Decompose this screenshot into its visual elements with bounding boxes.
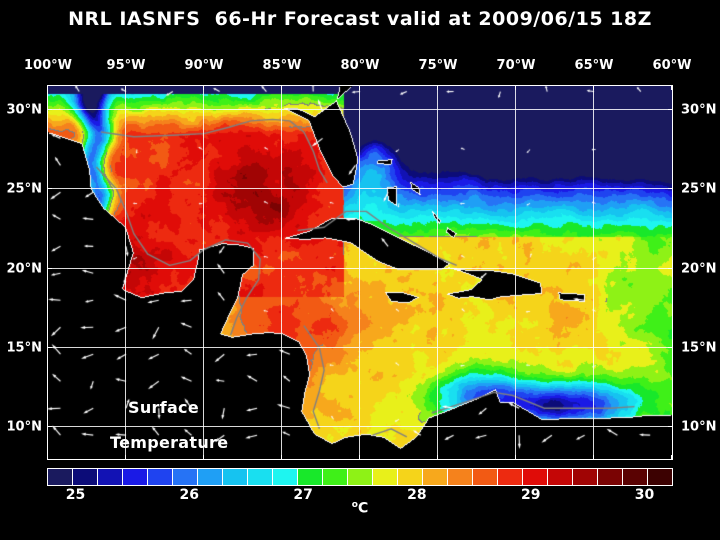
- lon-tick: [671, 455, 672, 459]
- lat-tick-label-left: 15°N: [6, 340, 42, 356]
- colorbar-swatch: [273, 469, 298, 485]
- colorbar-swatch: [548, 469, 573, 485]
- lon-tick: [593, 86, 594, 90]
- colorbar-swatch: [48, 469, 73, 485]
- lon-tick: [203, 86, 204, 90]
- colorbar-unit-label: oC: [351, 500, 369, 517]
- colorbar-tick-label: 25: [65, 487, 86, 503]
- colorbar-swatch: [573, 469, 598, 485]
- colorbar-tick-label: 30: [634, 487, 655, 503]
- colorbar-swatch: [173, 469, 198, 485]
- colorbar-swatch: [298, 469, 323, 485]
- lat-tick: [48, 267, 52, 269]
- page-title: NRL IASNFS 66-Hr Forecast valid at 2009/…: [68, 8, 652, 30]
- lat-tick-label-right: 15°N: [681, 340, 717, 356]
- lat-tick-label-right: 10°N: [681, 419, 717, 435]
- colorbar-swatch: [398, 469, 423, 485]
- colorbar-swatch: [423, 469, 448, 485]
- lon-tick-label: 90°W: [184, 58, 224, 73]
- lon-tick-label: 60°W: [652, 58, 692, 73]
- lon-tick-label: 75°W: [418, 58, 458, 73]
- lon-tick: [281, 86, 282, 90]
- colorbar-swatch: [523, 469, 548, 485]
- map-annotation: Temperature: [110, 433, 229, 452]
- colorbar-swatch: [373, 469, 398, 485]
- lat-tick: [668, 188, 672, 190]
- lon-tick: [359, 455, 360, 459]
- colorbar-swatch: [223, 469, 248, 485]
- lat-tick-label-left: 25°N: [6, 181, 42, 197]
- colorbar-swatch: [448, 469, 473, 485]
- colorbar-swatch: [198, 469, 223, 485]
- lon-tick: [515, 86, 516, 90]
- lon-tick: [125, 455, 126, 459]
- lat-tick-label-right: 25°N: [681, 181, 717, 197]
- lon-tick: [515, 455, 516, 459]
- colorbar-swatch: [148, 469, 173, 485]
- lat-tick: [48, 346, 52, 348]
- colorbar-swatch: [623, 469, 648, 485]
- sst-field-canvas: [48, 86, 672, 459]
- lat-tick: [48, 188, 52, 190]
- temperature-colorbar: [47, 468, 673, 486]
- lat-tick: [668, 267, 672, 269]
- lon-tick: [593, 455, 594, 459]
- colorbar-tick-label: 29: [520, 487, 541, 503]
- lon-tick-label: 70°W: [496, 58, 536, 73]
- lon-tick-label: 65°W: [574, 58, 614, 73]
- lon-tick-label: 80°W: [340, 58, 380, 73]
- lat-tick-label-right: 30°N: [681, 102, 717, 118]
- lon-tick-label: 100°W: [24, 58, 72, 73]
- lon-tick: [281, 455, 282, 459]
- lat-tick-label-left: 10°N: [6, 419, 42, 435]
- lon-tick: [359, 86, 360, 90]
- lat-tick: [668, 108, 672, 110]
- lon-tick: [437, 86, 438, 90]
- colorbar-tick-label: 28: [407, 487, 427, 503]
- lon-tick: [47, 455, 48, 459]
- lat-tick: [48, 426, 52, 428]
- colorbar-swatch: [73, 469, 98, 485]
- colorbar-tick-label: 26: [179, 487, 200, 503]
- colorbar-swatch: [323, 469, 348, 485]
- lat-tick: [668, 426, 672, 428]
- lon-tick: [437, 455, 438, 459]
- colorbar-swatch: [598, 469, 623, 485]
- lon-tick: [125, 86, 126, 90]
- map-annotation: Surface: [128, 398, 199, 417]
- lat-tick-label-left: 30°N: [6, 102, 42, 118]
- colorbar-swatch: [648, 469, 672, 485]
- colorbar-swatch: [498, 469, 523, 485]
- colorbar-swatch: [248, 469, 273, 485]
- lon-tick: [203, 455, 204, 459]
- lat-tick-label-right: 20°N: [681, 261, 717, 277]
- lon-tick-label: 95°W: [106, 58, 146, 73]
- lat-tick-label-left: 20°N: [6, 261, 42, 277]
- lon-tick: [671, 86, 672, 90]
- longitude-axis: 100°W 95°W 90°W 85°W 80°W 75°W 70°W 65°W 60°W: [0, 58, 720, 74]
- colorbar-tick-label: 27: [293, 487, 313, 503]
- colorbar-swatch: [123, 469, 148, 485]
- colorbar-swatch: [98, 469, 123, 485]
- lat-tick: [668, 346, 672, 348]
- colorbar-swatch: [473, 469, 498, 485]
- lat-tick: [48, 108, 52, 110]
- lon-tick: [47, 86, 48, 90]
- colorbar-swatch: [348, 469, 373, 485]
- lon-tick-label: 85°W: [262, 58, 302, 73]
